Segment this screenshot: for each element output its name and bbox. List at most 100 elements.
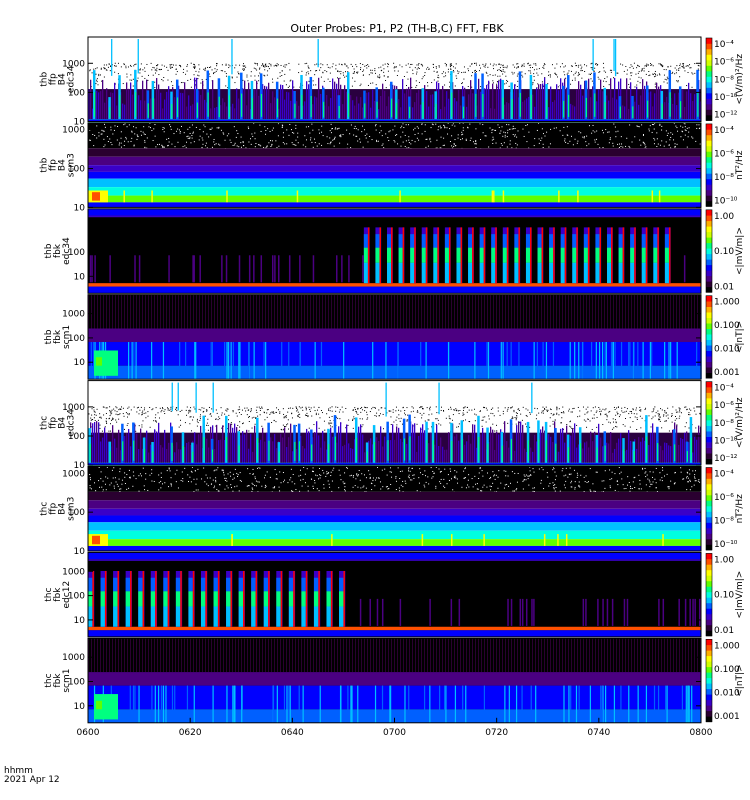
colorbar-segment — [706, 156, 712, 163]
colorbar-tick-label: 10⁻¹⁰ — [714, 436, 738, 446]
colorbar-segment — [706, 500, 712, 507]
colorbar-segment — [706, 473, 712, 479]
colorbar-segment — [706, 356, 712, 362]
y-axis-label: edc12 — [62, 581, 72, 609]
colorbar-segment — [706, 350, 712, 357]
y-axis-label: edc34 — [67, 409, 77, 437]
colorbar-tick-label: 10⁻⁴ — [714, 40, 734, 50]
colorbar-segment — [706, 38, 712, 44]
y-axis-label: fbk — [53, 329, 63, 344]
colorbar-segment — [706, 431, 712, 437]
colorbar-segment — [706, 506, 712, 512]
colorbar-tick-label: 10⁻¹⁰ — [714, 196, 738, 206]
y-axis-label: ffp — [49, 73, 59, 85]
y-tick-label: 100 — [68, 334, 85, 344]
colorbar-segment — [706, 129, 712, 136]
colorbar-segment — [706, 644, 712, 651]
panel-8: 10 100 1000 thc fbk scm1 1.000 0.100 0.010 0.001 <… — [44, 637, 745, 724]
colorbar-segment — [706, 372, 712, 379]
colorbar-segment — [706, 189, 712, 196]
colorbar-segment — [706, 334, 712, 340]
y-tick-label: 100 — [68, 508, 85, 518]
y-axis-label: ffp — [49, 503, 59, 515]
colorbar-segment — [706, 442, 712, 448]
y-tick-label: 100 — [68, 432, 85, 442]
y-axis-label: thb — [40, 71, 50, 86]
colorbar-tick-label: 0.01 — [714, 626, 734, 636]
colorbar-segment — [706, 195, 712, 202]
colorbar-tick-label: 10⁻¹⁰ — [714, 93, 738, 103]
colorbar-segment — [706, 345, 712, 351]
colorbar-segment — [706, 613, 712, 620]
y-tick-label: 10 — [74, 702, 86, 712]
colorbar-segment — [706, 539, 712, 545]
colorbar-segment — [706, 591, 712, 598]
colorbar-segment — [706, 624, 712, 631]
colorbar-segment — [706, 184, 712, 191]
colorbar-tick-label: 10⁻¹² — [714, 111, 738, 121]
colorbar-segment — [706, 104, 712, 110]
colorbar-segment — [706, 694, 712, 701]
colorbar-segment — [706, 93, 712, 99]
x-tick-label: 0800 — [690, 728, 713, 738]
colorbar-segment — [706, 403, 712, 410]
panel-frame — [87, 36, 702, 122]
colorbar-segment — [706, 705, 712, 712]
colorbar-segment — [706, 447, 712, 454]
panel-3: 10 100 thb fbk edc34 1.00 0.10 0.01<|mV/m|> — [44, 208, 745, 294]
colorbar-tick-label: 1.00 — [714, 555, 734, 565]
y-axis-label: thc — [44, 588, 54, 602]
colorbar-frame — [705, 123, 713, 207]
colorbar-tick-label: 10⁻⁴ — [714, 470, 734, 480]
y-axis-label: B4 — [58, 73, 68, 85]
colorbar-tick-label: 0.10 — [714, 247, 734, 257]
colorbar-segment — [706, 489, 712, 496]
y-tick-label: 1000 — [62, 469, 85, 479]
colorbar-segment — [706, 264, 712, 271]
colorbar-segment — [706, 145, 712, 152]
colorbar-tick-label: 10⁻⁴ — [714, 126, 734, 136]
colorbar-segment — [706, 151, 712, 158]
colorbar-segment — [706, 608, 712, 615]
colorbar-segment — [706, 173, 712, 180]
y-axis-label: thc — [44, 673, 54, 687]
colorbar-segment — [706, 339, 712, 346]
y-axis-label: scm1 — [62, 325, 72, 349]
colorbar-label: <|nT|> — [735, 664, 745, 696]
colorbar-segment — [706, 683, 712, 690]
colorbar-segment — [706, 275, 712, 282]
x-tick-label: 0640 — [281, 728, 304, 738]
panel-5: 10 100 1000 thc ffp B4 edc34 10⁻⁴ 10⁻⁶ 10⁻⁸ 10⁻¹⁰ 1… — [40, 380, 745, 471]
y-axis-label: B4 — [58, 503, 68, 515]
y-axis-label: fbk — [53, 587, 63, 602]
colorbar-segment — [706, 323, 712, 329]
y-tick-label: 10 — [74, 203, 86, 213]
colorbar-tick-label: 10⁻⁸ — [714, 419, 734, 429]
y-tick-label: 10 — [74, 118, 86, 128]
y-tick-label: 100 — [68, 248, 85, 258]
colorbar-segment — [706, 558, 712, 565]
colorbar-segment — [706, 270, 712, 277]
panel-frame — [87, 380, 702, 466]
colorbar-segment — [706, 82, 712, 88]
colorbar-segment — [706, 586, 712, 593]
colorbar-segment — [706, 242, 712, 249]
panel-6: 10 100 1000 thc ffp B4 scm3 10⁻⁴ 10⁻⁶ 10⁻⁸ 10⁻¹⁰ nT… — [40, 466, 745, 557]
colorbar-tick-label: 10⁻⁶ — [714, 401, 734, 411]
panel-frame — [87, 122, 702, 208]
colorbar-segment — [706, 134, 712, 141]
colorbar-segment — [706, 420, 712, 426]
date-label: 2021 Apr 12 — [4, 775, 60, 785]
colorbar-segment — [706, 200, 712, 207]
colorbar-tick-label: 0.01 — [714, 282, 734, 292]
y-tick-label: 10 — [74, 461, 86, 471]
y-axis-label: thb — [40, 157, 50, 172]
colorbar-segment — [706, 259, 712, 266]
colorbar-frame — [705, 638, 713, 723]
colorbar-segment — [706, 76, 712, 83]
y-tick-label: 10 — [74, 616, 86, 626]
time-label: hhmm — [4, 766, 33, 776]
colorbar-segment — [706, 533, 712, 540]
colorbar-segment — [706, 672, 712, 679]
